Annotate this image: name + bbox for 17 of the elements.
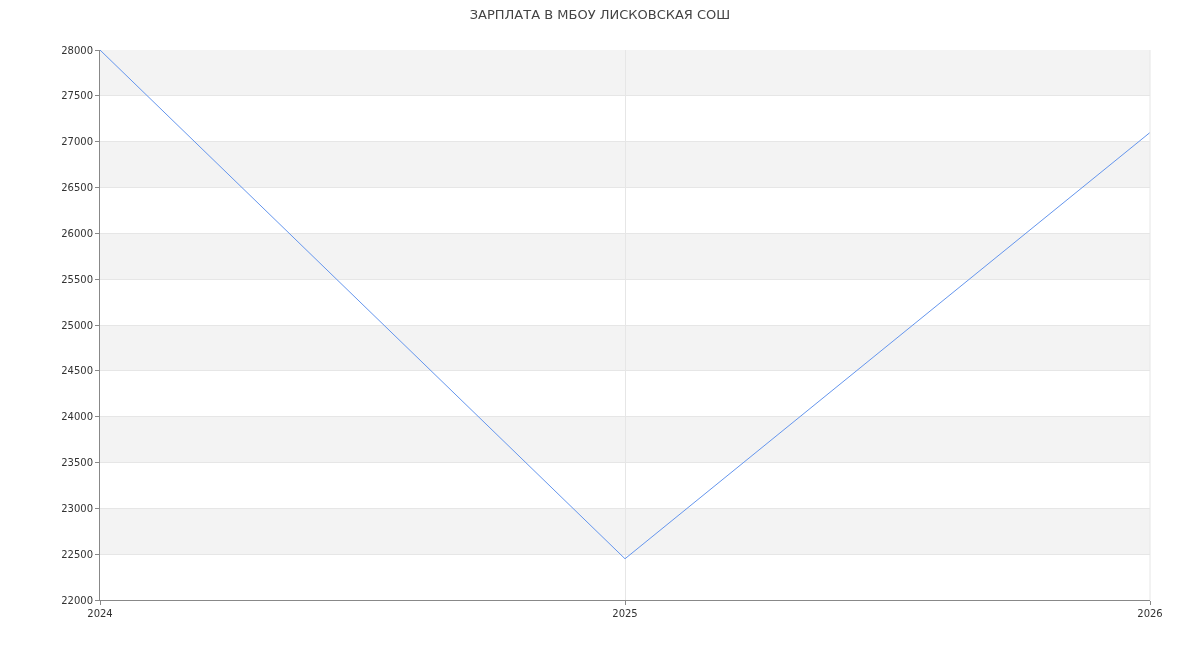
y-tick-label: 24500 [61,365,93,377]
y-tick-label: 27000 [61,136,93,148]
x-tick-label: 2026 [1137,608,1163,619]
y-tick-label: 23500 [61,457,93,468]
y-tick-label: 27500 [61,90,93,102]
y-tick-label: 24000 [61,411,93,423]
y-tick-label: 23000 [61,502,93,514]
x-tick-label: 2024 [87,608,113,619]
y-tick-label: 25500 [61,273,93,285]
y-tick-label: 26500 [61,182,93,193]
y-tick-label: 25000 [61,319,93,331]
x-tick-label: 2025 [612,608,638,619]
y-tick-label: 26000 [61,227,93,239]
y-tick-label: 22500 [61,548,93,560]
y-tick-label: 22000 [61,594,93,606]
y-tick-label: 28000 [61,44,93,56]
chart-title: ЗАРПЛАТА В МБОУ ЛИСКОВСКАЯ СОШ [469,6,731,22]
